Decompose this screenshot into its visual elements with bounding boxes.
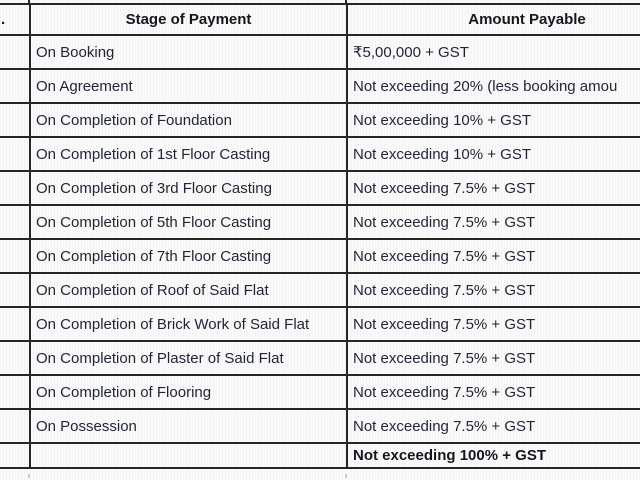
serial-cell <box>0 136 31 172</box>
serial-header-cell: . <box>0 3 31 36</box>
stage-cell: On Completion of Plaster of Said Flat <box>29 340 348 376</box>
stage-cell: On Completion of 5th Floor Casting <box>29 204 348 240</box>
stage-cell: On Possession <box>29 408 348 444</box>
serial-cell <box>0 272 31 308</box>
stage-cell <box>29 442 348 469</box>
serial-cell <box>0 442 31 469</box>
stage-cell: On Completion of 1st Floor Casting <box>29 136 348 172</box>
stage-cell: On Completion of Brick Work of Said Flat <box>29 306 348 342</box>
stage-cell: On Completion of 3rd Floor Casting <box>29 170 348 206</box>
table-row: On Completion of 5th Floor Casting Not e… <box>0 204 640 240</box>
amount-cell: Not exceeding 7.5% + GST <box>346 340 640 376</box>
serial-cell <box>0 238 31 274</box>
amount-cell: Not exceeding 7.5% + GST <box>346 272 640 308</box>
gridline-ghost-bottom-left <box>28 474 30 478</box>
amount-header-cell: Amount Payable <box>346 3 640 36</box>
gridline-ghost-bottom-mid <box>345 474 347 478</box>
serial-cell <box>0 374 31 410</box>
table-row: On Completion of Brick Work of Said Flat… <box>0 306 640 342</box>
gridline-stub-top-left <box>28 0 30 4</box>
table-row: On Completion of Plaster of Said Flat No… <box>0 340 640 376</box>
table-row: On Agreement Not exceeding 20% (less boo… <box>0 68 640 104</box>
stage-cell: On Completion of Foundation <box>29 102 348 138</box>
amount-cell: Not exceeding 7.5% + GST <box>346 374 640 410</box>
serial-cell <box>0 204 31 240</box>
serial-cell <box>0 68 31 104</box>
table-row: On Completion of Flooring Not exceeding … <box>0 374 640 410</box>
amount-cell: Not exceeding 10% + GST <box>346 136 640 172</box>
amount-cell: Not exceeding 7.5% + GST <box>346 170 640 206</box>
table-row: On Completion of Foundation Not exceedin… <box>0 102 640 138</box>
amount-cell: Not exceeding 20% (less booking amou <box>346 68 640 104</box>
amount-cell: Not exceeding 100% + GST <box>346 442 640 469</box>
table-row: On Completion of 1st Floor Casting Not e… <box>0 136 640 172</box>
payment-schedule-table: . Stage of Payment Amount Payable On Boo… <box>0 3 640 469</box>
table-row: On Completion of 7th Floor Casting Not e… <box>0 238 640 274</box>
serial-cell <box>0 34 31 70</box>
stage-cell: On Agreement <box>29 68 348 104</box>
amount-cell: Not exceeding 7.5% + GST <box>346 306 640 342</box>
amount-cell: Not exceeding 10% + GST <box>346 102 640 138</box>
serial-cell <box>0 306 31 342</box>
stage-cell: On Booking <box>29 34 348 70</box>
amount-cell: ₹5,00,000 + GST <box>346 34 640 70</box>
table-row-total: Not exceeding 100% + GST <box>0 442 640 469</box>
amount-cell: Not exceeding 7.5% + GST <box>346 238 640 274</box>
stage-cell: On Completion of Roof of Said Flat <box>29 272 348 308</box>
header-row: . Stage of Payment Amount Payable <box>0 3 640 36</box>
serial-cell <box>0 102 31 138</box>
serial-cell <box>0 340 31 376</box>
amount-cell: Not exceeding 7.5% + GST <box>346 204 640 240</box>
table-row: On Booking ₹5,00,000 + GST <box>0 34 640 70</box>
table-row: On Completion of Roof of Said Flat Not e… <box>0 272 640 308</box>
table-row: On Possession Not exceeding 7.5% + GST <box>0 408 640 444</box>
stage-cell: On Completion of 7th Floor Casting <box>29 238 348 274</box>
serial-cell <box>0 170 31 206</box>
amount-cell: Not exceeding 7.5% + GST <box>346 408 640 444</box>
table-row: On Completion of 3rd Floor Casting Not e… <box>0 170 640 206</box>
gridline-stub-top-mid <box>345 0 347 4</box>
stage-cell: On Completion of Flooring <box>29 374 348 410</box>
serial-cell <box>0 408 31 444</box>
stage-header-cell: Stage of Payment <box>29 3 348 36</box>
